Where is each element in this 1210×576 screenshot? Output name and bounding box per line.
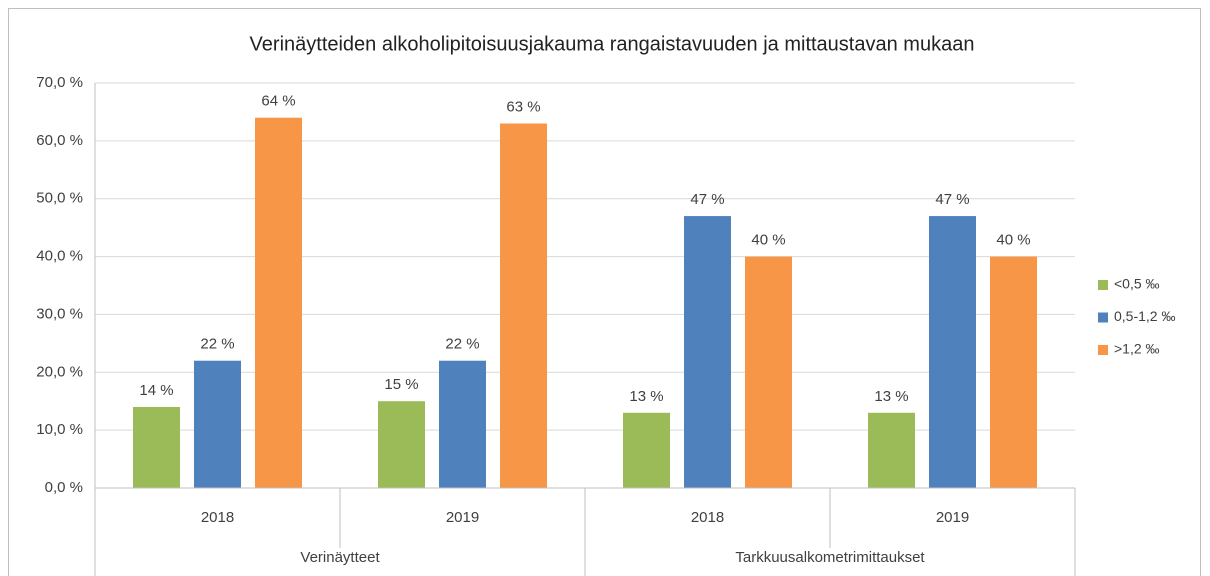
legend-swatch (1098, 280, 1108, 290)
y-tick-label: 70,0 % (36, 74, 83, 91)
bar (745, 256, 792, 488)
data-label: 63 % (506, 98, 540, 115)
bar (929, 216, 976, 489)
y-tick-label: 50,0 % (36, 190, 83, 207)
legend-swatch (1098, 345, 1108, 355)
chart-border (8, 8, 1201, 576)
y-tick-label: 60,0 % (36, 132, 83, 149)
group-label: Tarkkuusalkometrimittaukset (735, 549, 925, 566)
bar (500, 123, 547, 488)
bar (868, 412, 915, 488)
bar (255, 117, 302, 488)
bar (133, 407, 180, 488)
legend-label: >1,2 ‰ (1114, 341, 1160, 357)
x-tick-label: 2018 (691, 509, 724, 526)
legend-label: 0,5-1,2 ‰ (1114, 308, 1175, 324)
data-label: 47 % (935, 191, 969, 208)
legend-label: <0,5 ‰ (1114, 276, 1160, 292)
y-tick-label: 40,0 % (36, 248, 83, 265)
data-label: 40 % (751, 232, 785, 249)
bar (194, 360, 241, 488)
data-label: 14 % (139, 382, 173, 399)
data-label: 47 % (690, 191, 724, 208)
y-tick-label: 30,0 % (36, 305, 83, 322)
group-label: Verinäytteet (300, 549, 380, 566)
data-label: 22 % (445, 336, 479, 353)
bar (990, 256, 1037, 488)
x-tick-label: 2019 (936, 509, 969, 526)
x-tick-label: 2018 (201, 509, 234, 526)
data-label: 64 % (261, 93, 295, 110)
bar (623, 412, 670, 488)
bar (684, 216, 731, 489)
chart-title: Verinäytteiden alkoholipitoisuusjakauma … (250, 33, 975, 55)
data-label: 13 % (629, 388, 663, 405)
data-label: 22 % (200, 336, 234, 353)
data-label: 13 % (874, 388, 908, 405)
bar (439, 360, 486, 488)
legend-swatch (1098, 312, 1108, 323)
y-tick-label: 20,0 % (36, 363, 83, 380)
data-label: 40 % (996, 232, 1030, 249)
data-label: 15 % (384, 376, 418, 393)
x-tick-label: 2019 (446, 509, 479, 526)
y-tick-label: 0,0 % (45, 479, 83, 496)
y-tick-label: 10,0 % (36, 421, 83, 438)
bar (378, 401, 425, 488)
